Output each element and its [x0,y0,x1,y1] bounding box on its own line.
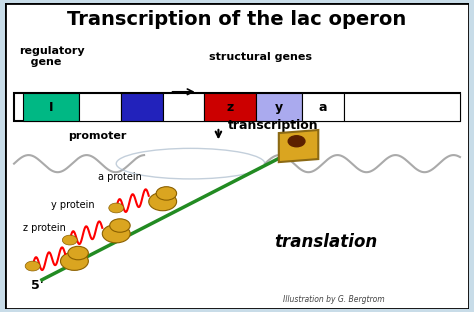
Text: 5': 5' [31,280,44,292]
Circle shape [25,261,40,271]
Text: z protein: z protein [23,223,66,233]
Circle shape [63,235,77,245]
Text: translation: translation [274,233,377,251]
Circle shape [149,193,177,211]
Circle shape [109,219,130,232]
Bar [255,93,302,121]
Circle shape [109,203,124,213]
Circle shape [61,252,88,271]
Circle shape [68,246,88,260]
Bar [79,93,121,121]
Bar [344,93,460,121]
Bar [204,93,255,121]
Circle shape [102,225,130,243]
Text: structural genes: structural genes [209,51,312,62]
Text: promoter: promoter [68,131,127,141]
Circle shape [288,136,305,147]
Bar [14,93,460,121]
Text: I: I [49,100,54,114]
Bar [121,93,163,121]
Text: regulatory
   gene: regulatory gene [18,46,84,67]
Bar [302,93,344,121]
Bar [23,93,79,121]
Text: y: y [275,100,283,114]
Bar [163,93,204,121]
Polygon shape [279,130,318,162]
Text: z: z [227,100,234,114]
Text: a: a [319,100,327,114]
Text: Illustration by G. Bergtrom: Illustration by G. Bergtrom [283,295,385,304]
Circle shape [156,187,177,200]
Text: Transcription of the lac operon: Transcription of the lac operon [67,10,407,29]
Text: y protein: y protein [51,200,95,210]
Text: transcription: transcription [228,119,319,132]
Text: a protein: a protein [98,173,142,183]
